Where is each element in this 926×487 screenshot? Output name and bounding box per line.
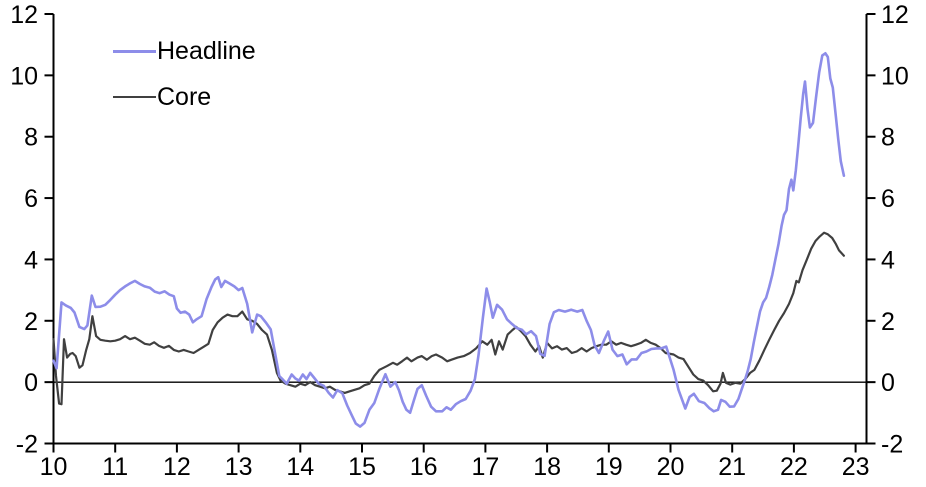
core-line-swatch xyxy=(113,95,156,99)
x-axis-label: 11 xyxy=(102,453,128,481)
y-axis-label-left: 2 xyxy=(24,308,38,336)
legend-label-headline: Headline xyxy=(157,37,256,65)
x-axis-label: 17 xyxy=(471,453,499,481)
x-axis-label: 14 xyxy=(286,453,314,481)
y-axis-label-right: -2 xyxy=(881,431,903,459)
y-axis-label-right: 2 xyxy=(881,308,895,336)
x-axis-label: 23 xyxy=(842,453,870,481)
y-axis-label-left: 4 xyxy=(24,246,38,274)
x-axis-label: 15 xyxy=(348,453,376,481)
x-axis-label: 22 xyxy=(780,453,808,481)
headline-series-line xyxy=(52,51,846,428)
y-axis-label-right: 6 xyxy=(881,185,895,213)
x-axis-label: 20 xyxy=(657,453,685,481)
y-axis-label-right: 10 xyxy=(881,62,909,90)
headline-line-swatch xyxy=(113,49,156,53)
x-axis-label: 10 xyxy=(40,453,68,481)
y-axis-label-left: 0 xyxy=(24,369,38,397)
legend-item-core: Core xyxy=(113,83,256,111)
legend-item-headline: Headline xyxy=(113,37,256,65)
x-axis-label: 18 xyxy=(533,453,561,481)
y-axis-label-left: 8 xyxy=(24,124,38,152)
x-axis-label: 19 xyxy=(595,453,623,481)
legend-label-core: Core xyxy=(157,83,212,111)
y-axis-label-left: 6 xyxy=(24,185,38,213)
y-axis-label-left: 12 xyxy=(10,1,38,29)
y-axis-label-right: 8 xyxy=(881,124,895,152)
y-axis-label-left: -2 xyxy=(16,431,38,459)
y-axis-label-right: 12 xyxy=(881,1,909,29)
chart-legend: Headline Core xyxy=(113,37,256,111)
y-axis-label-right: 0 xyxy=(881,369,895,397)
x-axis-label: 12 xyxy=(163,453,191,481)
y-axis-label-right: 4 xyxy=(881,246,895,274)
x-axis-label: 13 xyxy=(225,453,253,481)
x-axis-label: 16 xyxy=(410,453,438,481)
x-axis-label: 21 xyxy=(718,453,746,481)
y-axis-label-left: 10 xyxy=(10,62,38,90)
core-series-line xyxy=(52,231,846,406)
